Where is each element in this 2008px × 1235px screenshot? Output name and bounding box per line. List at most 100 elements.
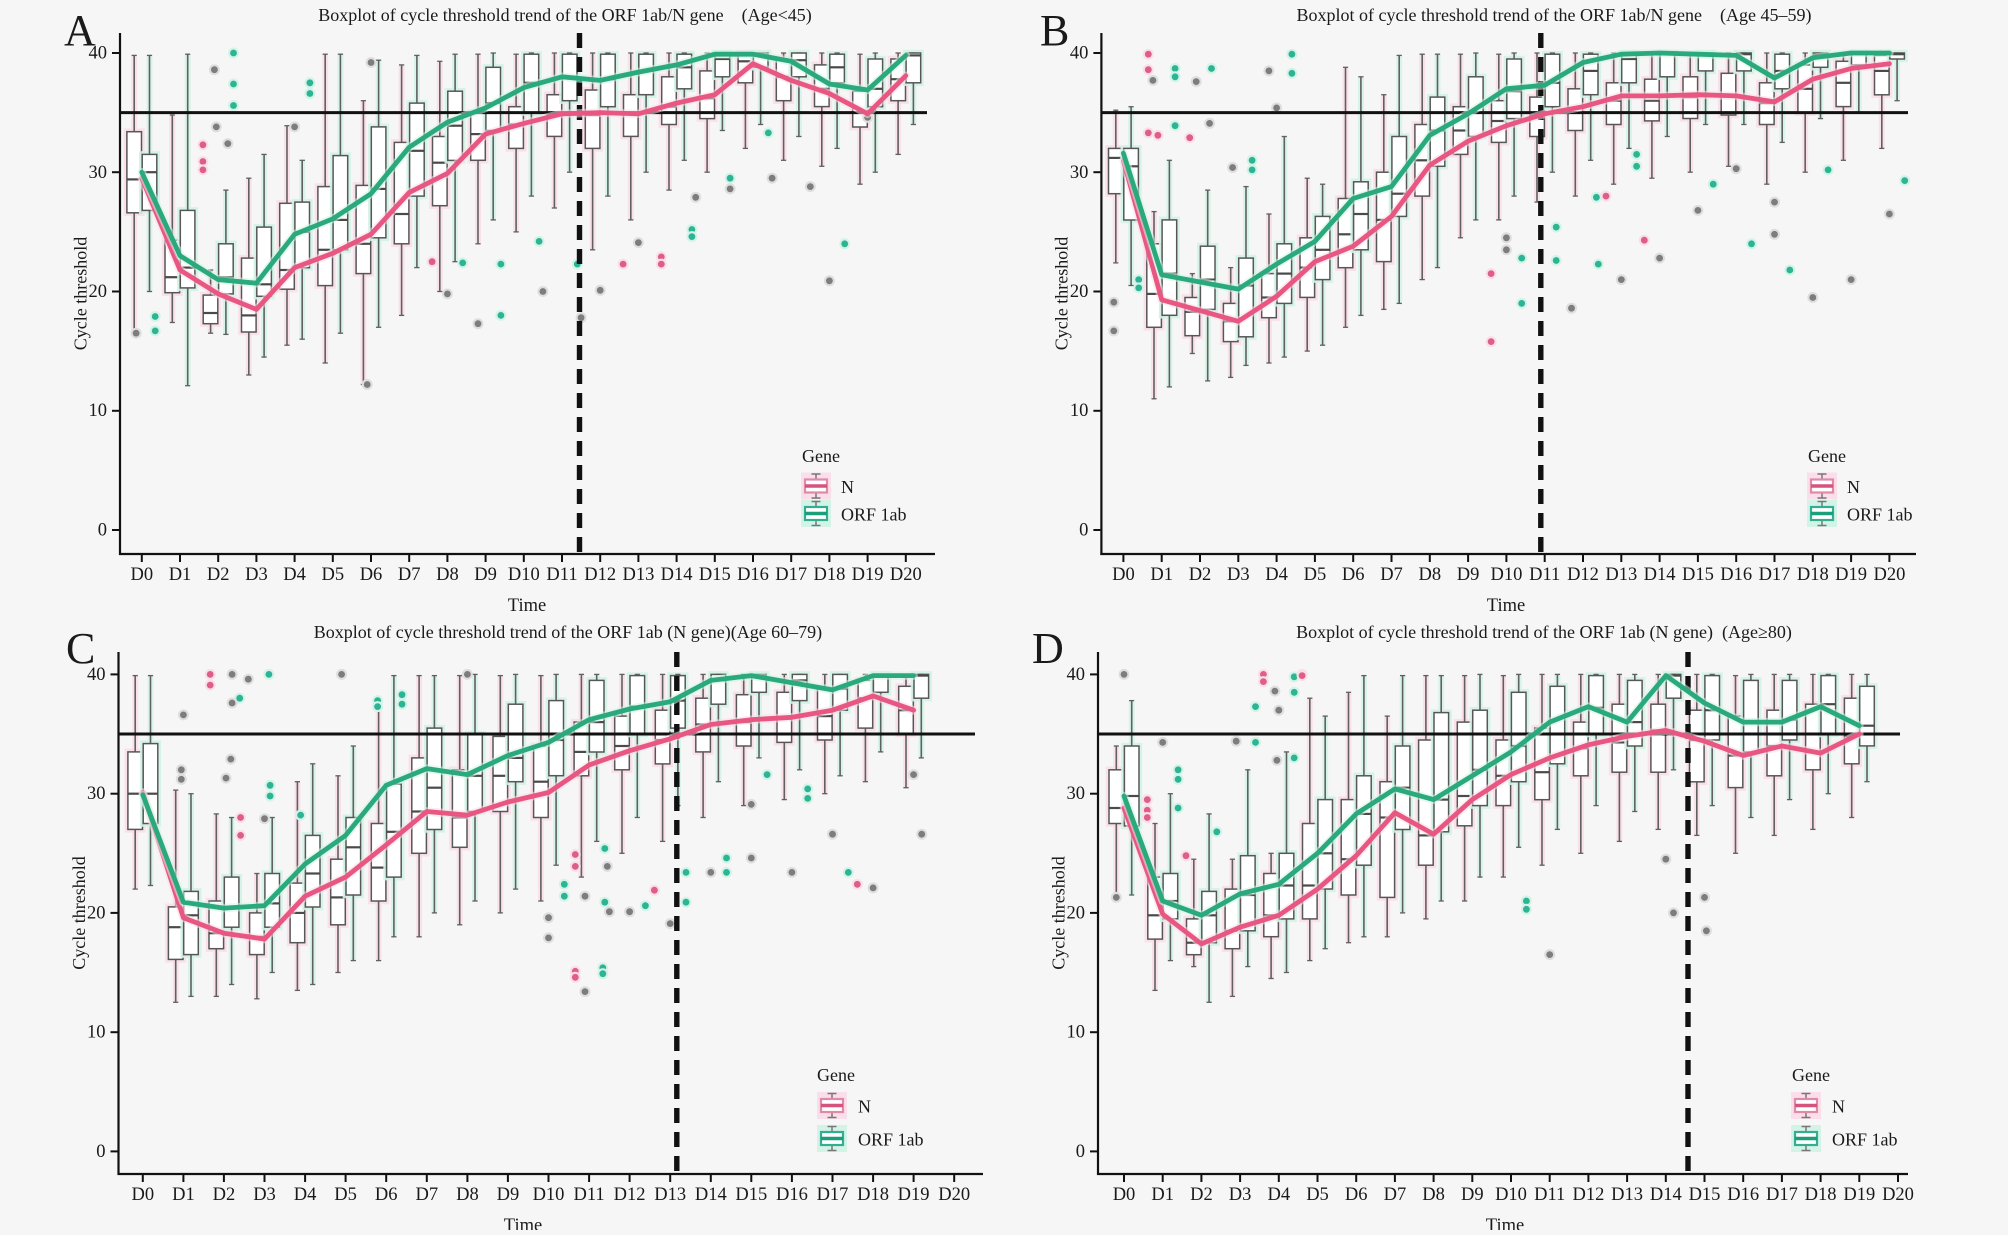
svg-text:Cycle threshold: Cycle threshold: [71, 237, 91, 350]
svg-text:D12: D12: [614, 1185, 646, 1205]
svg-text:Boxplot of cycle threshold tre: Boxplot of cycle threshold trend of the …: [314, 622, 822, 643]
svg-text:D18: D18: [1805, 1185, 1837, 1205]
svg-text:D7: D7: [415, 1185, 438, 1205]
svg-text:D15: D15: [1682, 565, 1714, 585]
svg-text:10: 10: [1070, 401, 1089, 421]
svg-text:N: N: [1832, 1097, 1845, 1117]
svg-text:D13: D13: [622, 565, 654, 585]
svg-text:D9: D9: [1461, 1185, 1484, 1205]
svg-text:30: 30: [1067, 784, 1086, 804]
svg-text:D15: D15: [699, 565, 731, 585]
svg-text:D20: D20: [1882, 1185, 1914, 1205]
svg-text:40: 40: [89, 44, 108, 64]
svg-text:20: 20: [87, 903, 106, 923]
svg-text:N: N: [841, 477, 854, 497]
svg-text:D12: D12: [1572, 1185, 1604, 1205]
svg-text:D11: D11: [1534, 1185, 1565, 1205]
svg-text:D16: D16: [737, 565, 769, 585]
svg-text:10: 10: [87, 1023, 106, 1043]
svg-text:D19: D19: [852, 565, 884, 585]
svg-text:20: 20: [89, 282, 108, 302]
svg-text:D6: D6: [1342, 565, 1365, 585]
svg-text:D8: D8: [436, 565, 459, 585]
svg-text:D13: D13: [1611, 1185, 1643, 1205]
svg-text:D6: D6: [360, 565, 383, 585]
svg-text:D17: D17: [1766, 1185, 1798, 1205]
svg-text:Cycle threshold: Cycle threshold: [69, 856, 89, 969]
svg-text:40: 40: [87, 665, 106, 685]
svg-text:D11: D11: [1529, 565, 1560, 585]
svg-text:D4: D4: [283, 565, 306, 585]
svg-text:D10: D10: [1495, 1185, 1527, 1205]
svg-text:ORF 1ab: ORF 1ab: [858, 1130, 924, 1150]
svg-text:D20: D20: [890, 565, 922, 585]
svg-text:Time: Time: [504, 1216, 542, 1230]
svg-text:D2: D2: [207, 565, 230, 585]
svg-text:Boxplot of cycle threshold tre: Boxplot of cycle threshold trend of the …: [318, 5, 812, 26]
svg-text:D15: D15: [1689, 1185, 1721, 1205]
svg-text:D1: D1: [169, 565, 192, 585]
svg-text:Cycle threshold: Cycle threshold: [1052, 237, 1072, 350]
svg-text:ORF 1ab: ORF 1ab: [841, 505, 907, 525]
svg-text:D1: D1: [1151, 1185, 1174, 1205]
svg-text:Time: Time: [508, 596, 546, 616]
svg-text:D1: D1: [1150, 565, 1173, 585]
svg-text:D2: D2: [1189, 565, 1212, 585]
svg-text:D14: D14: [695, 1185, 727, 1205]
svg-text:D3: D3: [1227, 565, 1250, 585]
svg-text:D4: D4: [1267, 1185, 1290, 1205]
svg-text:D6: D6: [1345, 1185, 1368, 1205]
svg-text:Boxplot of cycle threshold tre: Boxplot of cycle threshold trend of the …: [1297, 5, 1812, 26]
svg-text:A: A: [64, 6, 96, 55]
svg-text:D16: D16: [1720, 565, 1752, 585]
svg-text:D5: D5: [321, 565, 344, 585]
svg-text:D0: D0: [131, 1185, 154, 1205]
svg-text:40: 40: [1070, 44, 1089, 64]
svg-text:30: 30: [87, 784, 106, 804]
svg-text:Gene: Gene: [817, 1065, 855, 1085]
svg-text:D9: D9: [1457, 565, 1480, 585]
svg-text:0: 0: [1079, 521, 1088, 541]
svg-text:D1: D1: [172, 1185, 195, 1205]
svg-text:N: N: [1847, 477, 1860, 497]
svg-text:B: B: [1040, 6, 1069, 55]
svg-text:D: D: [1032, 624, 1064, 673]
svg-text:Time: Time: [1487, 596, 1525, 616]
svg-text:D0: D0: [1112, 565, 1135, 585]
svg-text:Gene: Gene: [1792, 1065, 1830, 1085]
svg-text:D0: D0: [130, 565, 153, 585]
svg-text:D4: D4: [1265, 565, 1288, 585]
svg-text:D18: D18: [1797, 565, 1829, 585]
svg-text:D16: D16: [1727, 1185, 1759, 1205]
svg-text:D4: D4: [294, 1185, 317, 1205]
svg-text:10: 10: [89, 401, 108, 421]
svg-text:D14: D14: [1650, 1185, 1682, 1205]
svg-text:Gene: Gene: [802, 446, 840, 466]
svg-text:D14: D14: [661, 565, 693, 585]
svg-text:0: 0: [98, 521, 107, 541]
svg-text:D7: D7: [398, 565, 421, 585]
svg-text:D11: D11: [574, 1185, 605, 1205]
svg-text:D19: D19: [1835, 565, 1867, 585]
svg-text:D10: D10: [508, 565, 540, 585]
svg-text:D13: D13: [1605, 565, 1637, 585]
svg-text:D11: D11: [546, 565, 577, 585]
svg-text:D20: D20: [1873, 565, 1905, 585]
svg-text:D12: D12: [584, 565, 616, 585]
svg-text:D8: D8: [1418, 565, 1441, 585]
svg-text:D5: D5: [1306, 1185, 1329, 1205]
svg-text:D18: D18: [813, 565, 845, 585]
svg-text:0: 0: [96, 1142, 105, 1162]
svg-text:D5: D5: [334, 1185, 357, 1205]
svg-text:D20: D20: [938, 1185, 970, 1205]
svg-text:D7: D7: [1380, 565, 1403, 585]
svg-text:D14: D14: [1644, 565, 1676, 585]
svg-text:ORF 1ab: ORF 1ab: [1832, 1130, 1898, 1150]
svg-text:D10: D10: [533, 1185, 565, 1205]
svg-text:D3: D3: [245, 565, 268, 585]
svg-text:D2: D2: [1190, 1185, 1213, 1205]
svg-text:D15: D15: [735, 1185, 767, 1205]
svg-text:D8: D8: [456, 1185, 479, 1205]
svg-text:0: 0: [1076, 1142, 1085, 1162]
svg-text:D9: D9: [474, 565, 497, 585]
